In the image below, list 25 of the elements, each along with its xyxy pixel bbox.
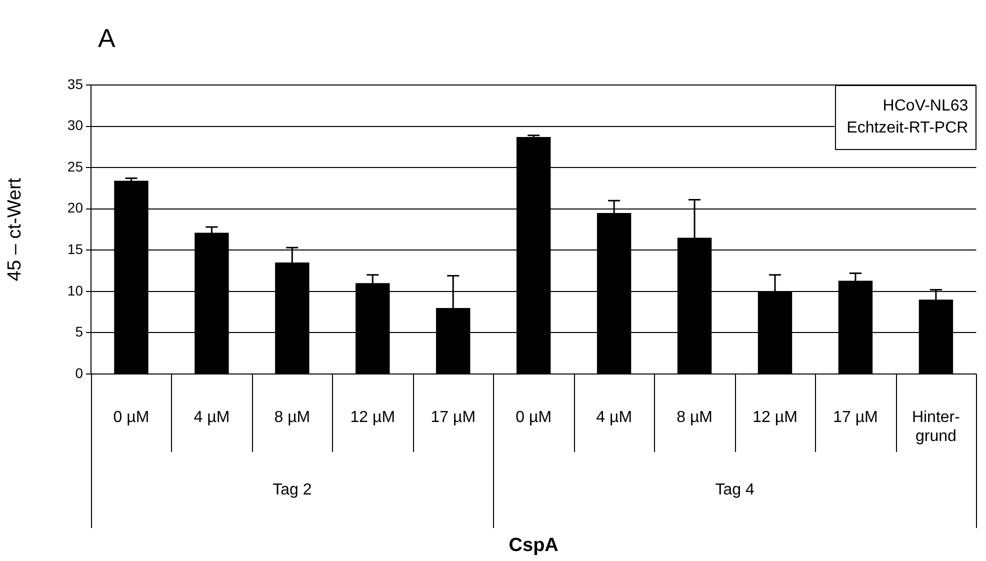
y-tick-label: 20 [67, 200, 84, 216]
text: Tag 4 [715, 481, 754, 498]
x-tick-label: 17 µM [430, 409, 476, 426]
x-tick-label: 0 µM [516, 409, 552, 426]
x-tick-label: 17 µM [833, 409, 878, 426]
y-tick-label: 15 [67, 241, 84, 257]
y-tick-label: 0 [75, 364, 84, 381]
x-tick-label: 12 µM [350, 409, 396, 426]
y-tick-label: 10 [67, 282, 84, 298]
x-tick-label: 0 µM [113, 409, 150, 426]
text: Tag 2 [272, 481, 312, 498]
y-tick-label: 5 [75, 324, 84, 340]
x-tick-label: 8 µM [676, 409, 712, 426]
x-tick-label: Hinter- grund [912, 409, 960, 446]
y-tick-label: 35 [67, 76, 84, 92]
x-tick-label: 4 µM [194, 409, 230, 426]
chart-title: A [98, 23, 116, 54]
x-axis-title: CspA [508, 534, 559, 556]
y-axis-title: 45 – ct-Wert [4, 177, 26, 282]
x-tick-label: 4 µM [596, 409, 632, 426]
x-tick-label: 12 µM [752, 409, 798, 426]
y-tick-label: 30 [67, 117, 84, 134]
annotation: HCoV-NL63 Echtzeit-RT-PCR [846, 97, 968, 136]
x-tick-label: 8 µM [274, 409, 310, 426]
y-tick-label: 25 [67, 158, 84, 174]
